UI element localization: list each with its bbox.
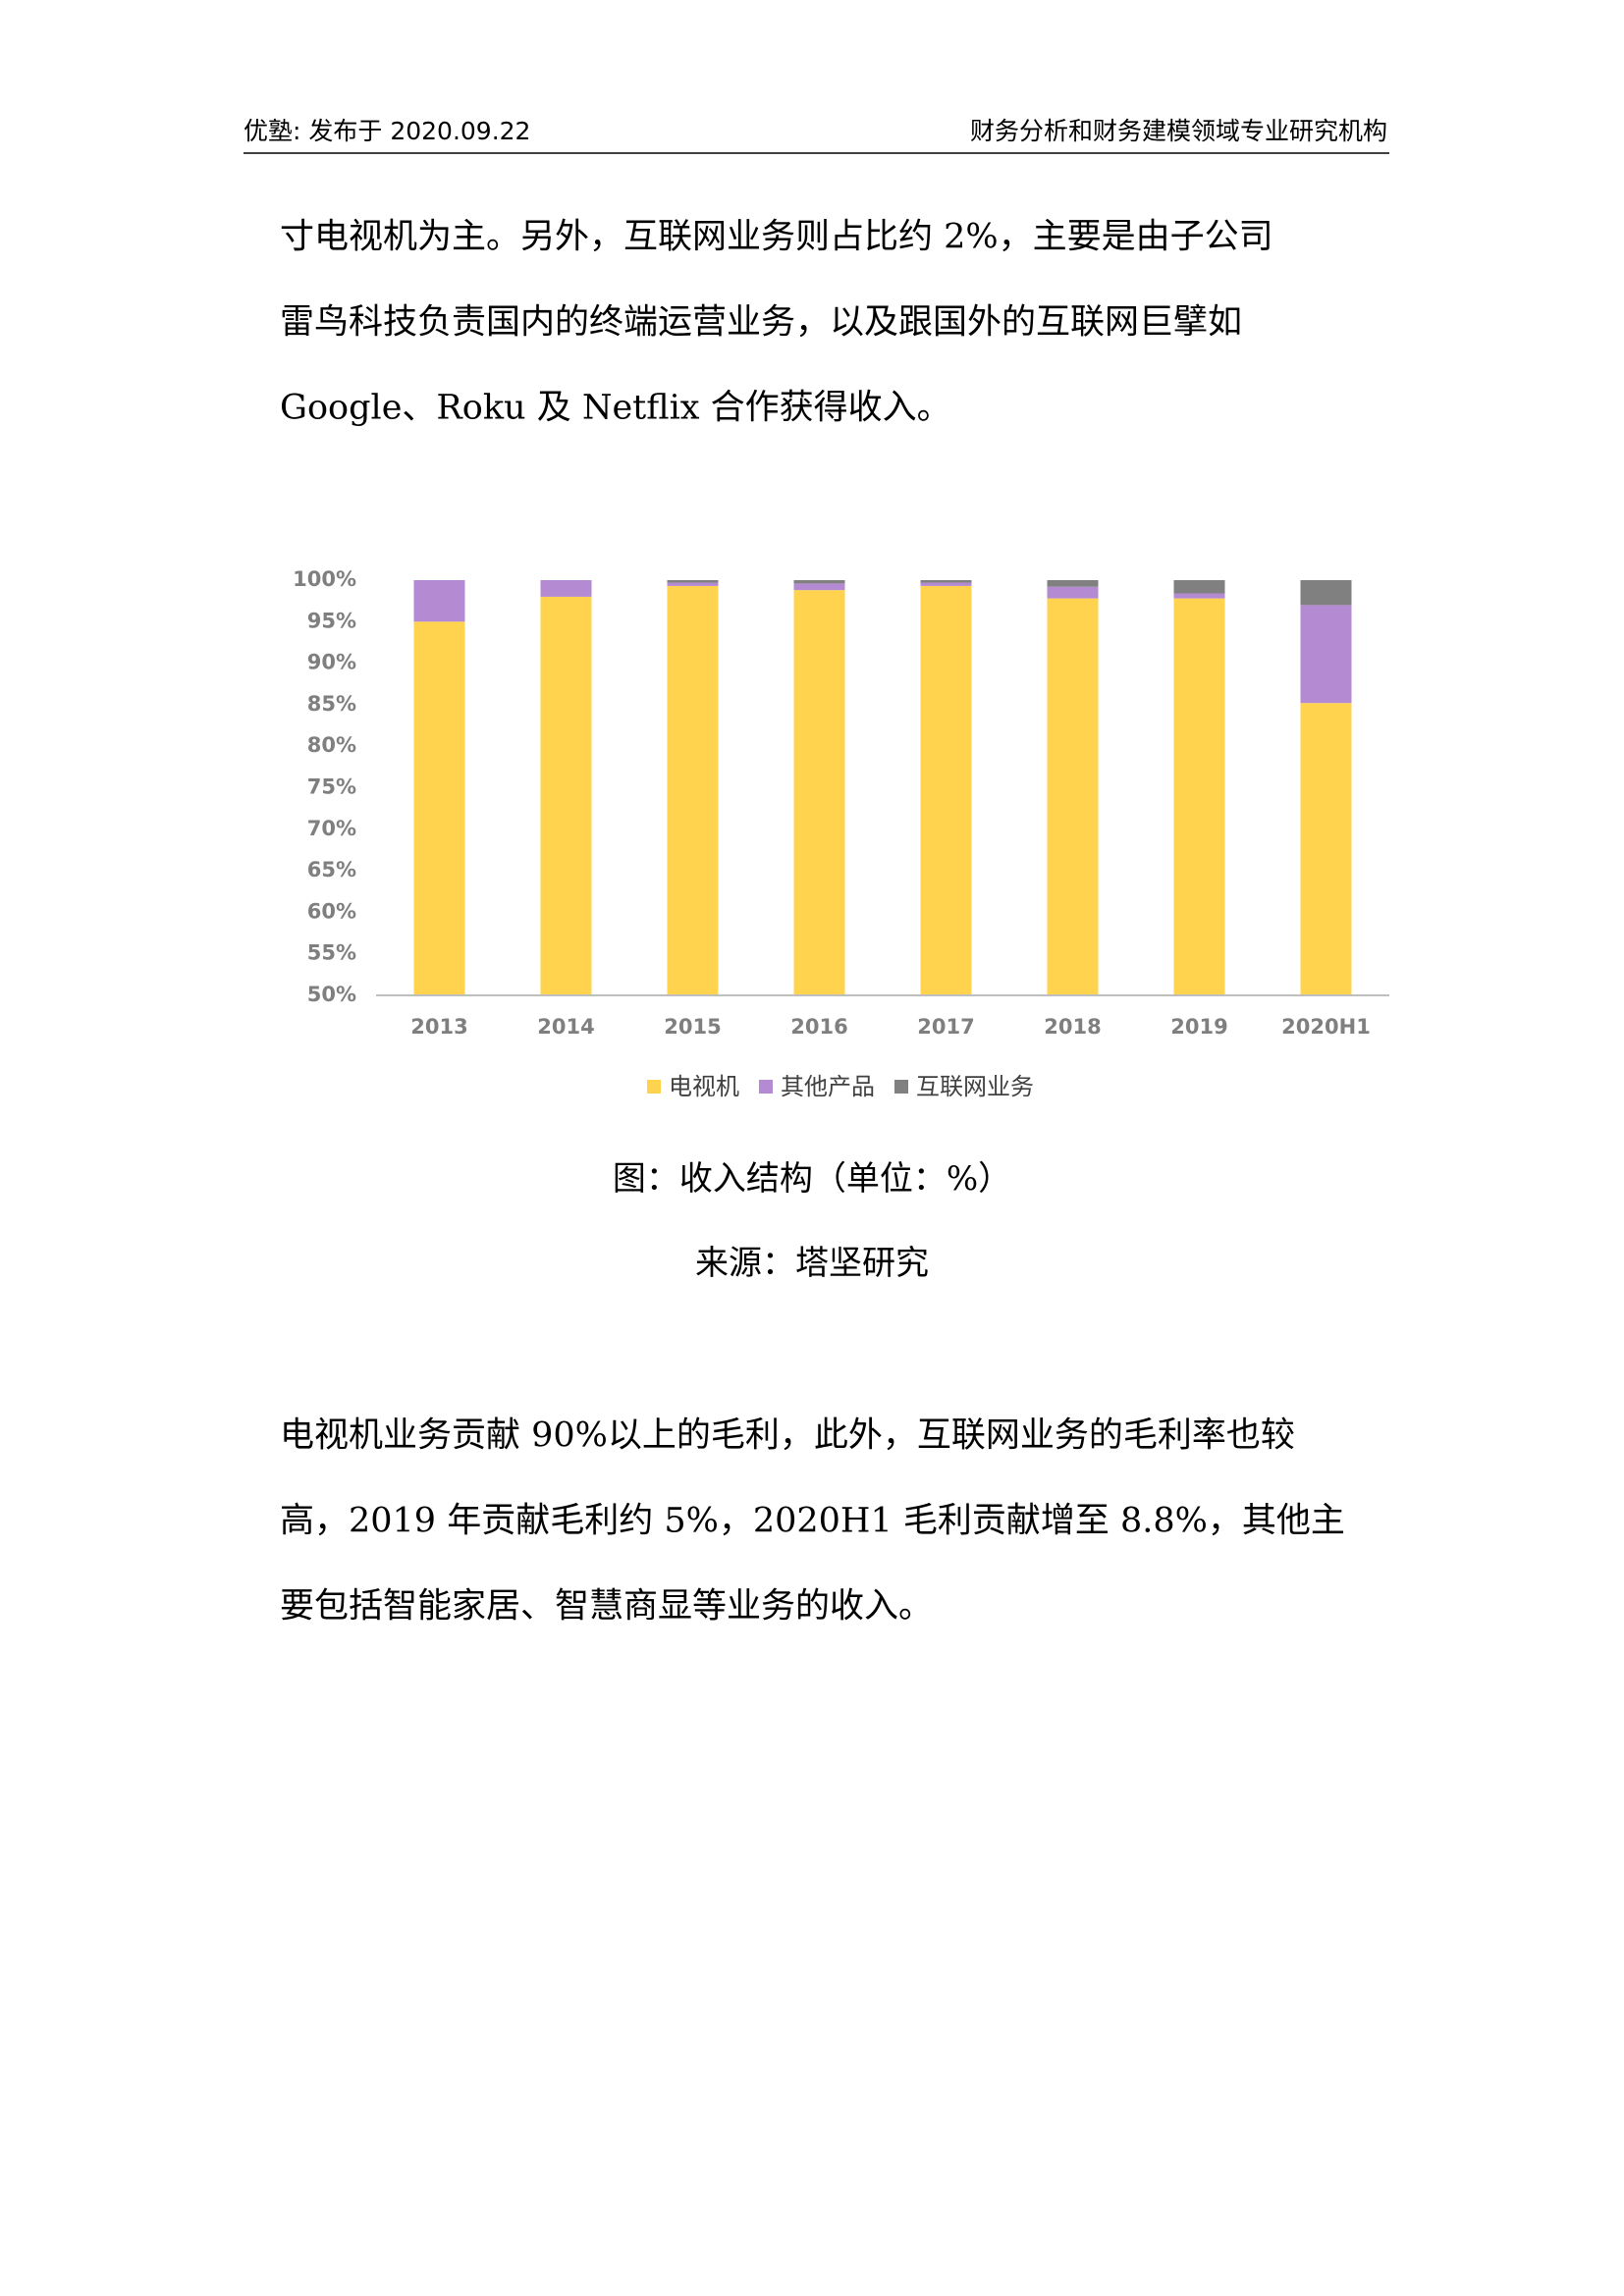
bar-segment [667, 585, 719, 995]
bar-segment [1173, 598, 1225, 995]
y-tick-label: 55% [307, 941, 356, 965]
x-tick-label: 2013 [410, 1015, 467, 1039]
y-tick-label: 85% [307, 692, 356, 716]
paragraph-line: 电视机业务贡献 90%以上的毛利，此外，互联网业务的毛利率也较 [280, 1416, 1295, 1456]
x-tick-label: 2016 [790, 1015, 847, 1039]
bar-segment [1047, 580, 1099, 587]
bar-segment [540, 580, 592, 597]
paragraph-line: 雷鸟科技负责国内的终端运营业务，以及跟国外的互联网巨擘如 [280, 303, 1242, 343]
y-tick-label: 65% [307, 858, 356, 881]
bar-segment [793, 580, 845, 584]
paragraph-line: 寸电视机为主。另外，互联网业务则占比约 2%，主要是由子公司 [280, 218, 1273, 257]
paragraph-line: Google、Roku 及 Netflix 合作获得收入。 [280, 389, 951, 428]
y-tick-label: 100% [293, 567, 356, 591]
y-tick-label: 75% [307, 775, 356, 799]
bar-segment [793, 583, 845, 591]
bar-segment [667, 582, 719, 586]
x-tick-label: 2017 [917, 1015, 974, 1039]
x-tick-label: 2020H1 [1281, 1015, 1371, 1039]
bar-segment [1173, 593, 1225, 599]
legend-swatch [647, 1080, 661, 1094]
bar-segment [920, 580, 972, 583]
bar-segment [413, 580, 465, 622]
header-right: 财务分析和财务建模领域专业研究机构 [970, 117, 1387, 145]
x-tick-label: 2015 [664, 1015, 721, 1039]
y-tick-label: 80% [307, 733, 356, 757]
legend-label: 电视机 [669, 1073, 739, 1100]
legend-swatch [759, 1080, 773, 1094]
x-tick-label: 2018 [1044, 1015, 1101, 1039]
y-tick-label: 90% [307, 651, 356, 674]
bar-segment [793, 590, 845, 995]
bar-segment [920, 585, 972, 995]
figure-source: 来源：塔坚研究 [695, 1244, 929, 1283]
header-left: 优塾: 发布于 2020.09.22 [244, 117, 530, 145]
y-tick-label: 50% [307, 983, 356, 1006]
x-tick-label: 2014 [537, 1015, 594, 1039]
paragraph-line: 要包括智能家居、智慧商显等业务的收入。 [280, 1587, 933, 1627]
bar-segment [413, 621, 465, 995]
bar-segment [920, 582, 972, 586]
bar-segment [1300, 703, 1352, 995]
legend-swatch [894, 1080, 908, 1094]
legend-label: 其他产品 [781, 1073, 875, 1100]
y-tick-label: 60% [307, 899, 356, 923]
bar-segment [1300, 605, 1352, 704]
figure-caption: 图：收入结构（单位：%） [613, 1159, 1011, 1199]
bar-segment [1047, 598, 1099, 995]
bar-segment [667, 580, 719, 583]
paragraph-line: 高，2019 年贡献毛利约 5%，2020H1 毛利贡献增至 8.8%，其他主 [280, 1502, 1345, 1541]
bar-segment [540, 596, 592, 995]
bar-segment [1173, 580, 1225, 594]
y-tick-label: 70% [307, 817, 356, 840]
x-tick-label: 2019 [1170, 1015, 1227, 1039]
bar-segment [1047, 586, 1099, 599]
bar-segment [1300, 580, 1352, 606]
y-tick-label: 95% [307, 609, 356, 632]
legend-label: 互联网业务 [916, 1073, 1034, 1100]
